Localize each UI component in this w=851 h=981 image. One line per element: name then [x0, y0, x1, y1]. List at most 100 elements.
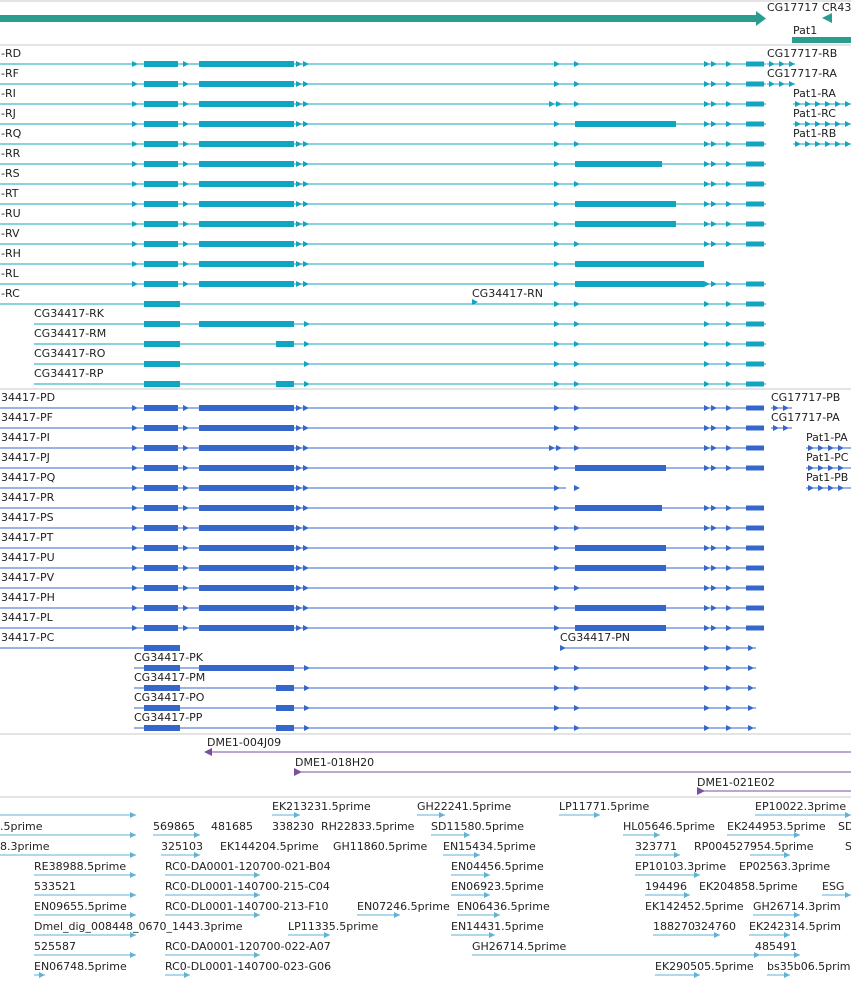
exon[interactable] [746, 525, 764, 531]
exon[interactable] [199, 425, 294, 431]
exon[interactable] [746, 381, 764, 387]
exon[interactable] [575, 261, 704, 267]
exon[interactable] [144, 725, 180, 731]
clone-track[interactable]: DME1-004J09 DME1-018H20 DME1-021E02 [204, 736, 851, 795]
exon[interactable] [144, 341, 180, 347]
est-track[interactable]: EK213231.5prime GH22241.5prime LP11771.5pr… [0, 800, 851, 978]
exon[interactable] [144, 81, 178, 87]
exon[interactable] [199, 545, 294, 551]
exon[interactable] [746, 405, 764, 411]
exon[interactable] [575, 605, 666, 611]
exon[interactable] [144, 425, 178, 431]
exon[interactable] [144, 685, 180, 691]
exon[interactable] [144, 241, 178, 247]
exon[interactable] [199, 81, 294, 87]
exon[interactable] [144, 361, 180, 367]
exon[interactable] [144, 301, 180, 307]
exon[interactable] [144, 625, 178, 631]
exon[interactable] [199, 465, 294, 471]
exon[interactable] [575, 221, 676, 227]
exon[interactable] [746, 241, 764, 247]
exon[interactable] [746, 101, 764, 107]
exon[interactable] [144, 181, 178, 187]
exon[interactable] [199, 241, 294, 247]
exon[interactable] [144, 101, 178, 107]
exon[interactable] [746, 625, 764, 631]
exon[interactable] [199, 405, 294, 411]
exon[interactable] [199, 101, 294, 107]
exon[interactable] [575, 201, 676, 207]
exon[interactable] [746, 281, 764, 287]
exon[interactable] [144, 565, 178, 571]
exon[interactable] [144, 221, 178, 227]
exon[interactable] [144, 61, 178, 67]
exon[interactable] [575, 465, 666, 471]
exon[interactable] [746, 465, 764, 471]
exon[interactable] [276, 725, 294, 731]
exon[interactable] [199, 625, 294, 631]
exon[interactable] [199, 181, 294, 187]
gene-feature-cg34417[interactable] [0, 15, 757, 22]
exon[interactable] [575, 281, 704, 287]
exon[interactable] [144, 201, 178, 207]
exon[interactable] [144, 321, 180, 327]
exon[interactable] [746, 445, 764, 451]
exon[interactable] [144, 281, 178, 287]
exon[interactable] [144, 605, 178, 611]
exon[interactable] [746, 161, 764, 167]
exon[interactable] [746, 361, 764, 367]
exon[interactable] [144, 585, 178, 591]
exon[interactable] [575, 565, 666, 571]
exon[interactable] [144, 525, 178, 531]
exon[interactable] [199, 261, 294, 267]
exon[interactable] [199, 61, 294, 67]
exon[interactable] [144, 465, 178, 471]
exon[interactable] [199, 121, 294, 127]
protein-track[interactable]: 34417-PD 34417-PF 34417-PI 34417-PJ 34417-PQ… [0, 391, 851, 731]
exon[interactable] [199, 505, 294, 511]
exon[interactable] [144, 645, 180, 651]
exon[interactable] [199, 485, 294, 491]
exon[interactable] [199, 665, 294, 671]
exon[interactable] [746, 545, 764, 551]
exon[interactable] [746, 141, 764, 147]
exon[interactable] [199, 321, 294, 327]
exon[interactable] [144, 121, 178, 127]
exon[interactable] [144, 505, 178, 511]
exon[interactable] [199, 281, 294, 287]
exon[interactable] [575, 161, 662, 167]
exon[interactable] [746, 585, 764, 591]
exon[interactable] [144, 405, 178, 411]
exon[interactable] [575, 625, 666, 631]
exon[interactable] [746, 61, 764, 67]
exon[interactable] [746, 341, 764, 347]
exon[interactable] [144, 665, 180, 671]
exon[interactable] [199, 445, 294, 451]
exon[interactable] [746, 181, 764, 187]
exon[interactable] [746, 565, 764, 571]
exon[interactable] [276, 341, 294, 347]
exon[interactable] [746, 605, 764, 611]
exon[interactable] [746, 321, 764, 327]
exon[interactable] [199, 161, 294, 167]
exon[interactable] [276, 381, 294, 387]
exon[interactable] [746, 81, 764, 87]
exon[interactable] [199, 141, 294, 147]
exon[interactable] [144, 141, 178, 147]
exon[interactable] [199, 201, 294, 207]
exon[interactable] [199, 221, 294, 227]
exon[interactable] [575, 121, 676, 127]
exon[interactable] [199, 585, 294, 591]
exon[interactable] [144, 161, 178, 167]
exon[interactable] [199, 605, 294, 611]
exon[interactable] [199, 565, 294, 571]
exon[interactable] [746, 505, 764, 511]
exon[interactable] [276, 685, 294, 691]
exon[interactable] [144, 545, 178, 551]
gene-feature-pat1[interactable] [792, 37, 851, 43]
transcript-track[interactable]: -RD -RF -RI -RJ -RQ -RR -RS -RT -RU -RV -RH -RL -RC C… [0, 47, 851, 387]
gene-track[interactable]: CG17717 CR43 Pat1 [0, 1, 851, 43]
exon[interactable] [746, 221, 764, 227]
exon[interactable] [199, 525, 294, 531]
